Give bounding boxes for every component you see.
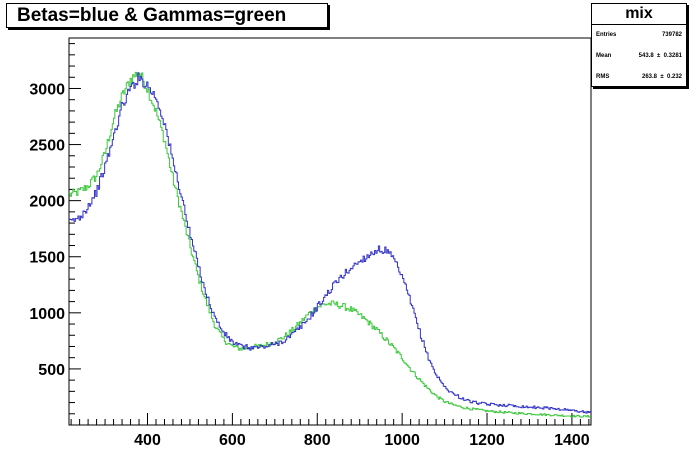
y-tick-label: 2000	[29, 194, 65, 211]
axis-ticks	[69, 43, 590, 426]
y-tick-label: 2500	[29, 138, 65, 155]
rms-label: RMS	[596, 74, 610, 80]
x-tick-label: 600	[219, 432, 246, 449]
series-layer	[69, 71, 591, 418]
y-tick-label: 3000	[29, 81, 65, 98]
plot-frame	[68, 37, 592, 426]
stats-mean-row: Mean 543.8 ± 0.3281	[596, 53, 682, 59]
axis-tick-labels: 400 600 800 1000 1200 1400 500 1000 1500 2000 2500…	[29, 81, 589, 449]
x-tick-label: 1400	[554, 432, 590, 449]
chart-title: Betas=blue & Gammas=green	[6, 3, 328, 28]
x-tick-label: 800	[304, 432, 331, 449]
x-tick-label: 400	[134, 432, 161, 449]
x-tick-label: 1200	[469, 432, 505, 449]
entries-value: 739782	[661, 32, 682, 38]
stats-name: mix	[592, 4, 686, 25]
stats-rms-row: RMS 263.8 ± 0.232	[596, 74, 682, 80]
stats-box: mix Entries 739782 Mean 543.8 ± 0.3281 R…	[591, 3, 687, 87]
y-tick-label: 500	[38, 362, 65, 379]
blue-series-line	[69, 72, 591, 414]
mean-value: 543.8 ± 0.3281	[638, 53, 682, 59]
y-tick-label: 1000	[29, 306, 65, 323]
y-tick-label: 1500	[29, 250, 65, 267]
stats-entries-row: Entries 739782	[596, 32, 682, 38]
x-tick-label: 1000	[384, 432, 420, 449]
rms-value: 263.8 ± 0.232	[642, 74, 682, 80]
green-series-line	[69, 71, 591, 418]
mean-label: Mean	[596, 53, 612, 59]
entries-label: Entries	[596, 32, 617, 38]
